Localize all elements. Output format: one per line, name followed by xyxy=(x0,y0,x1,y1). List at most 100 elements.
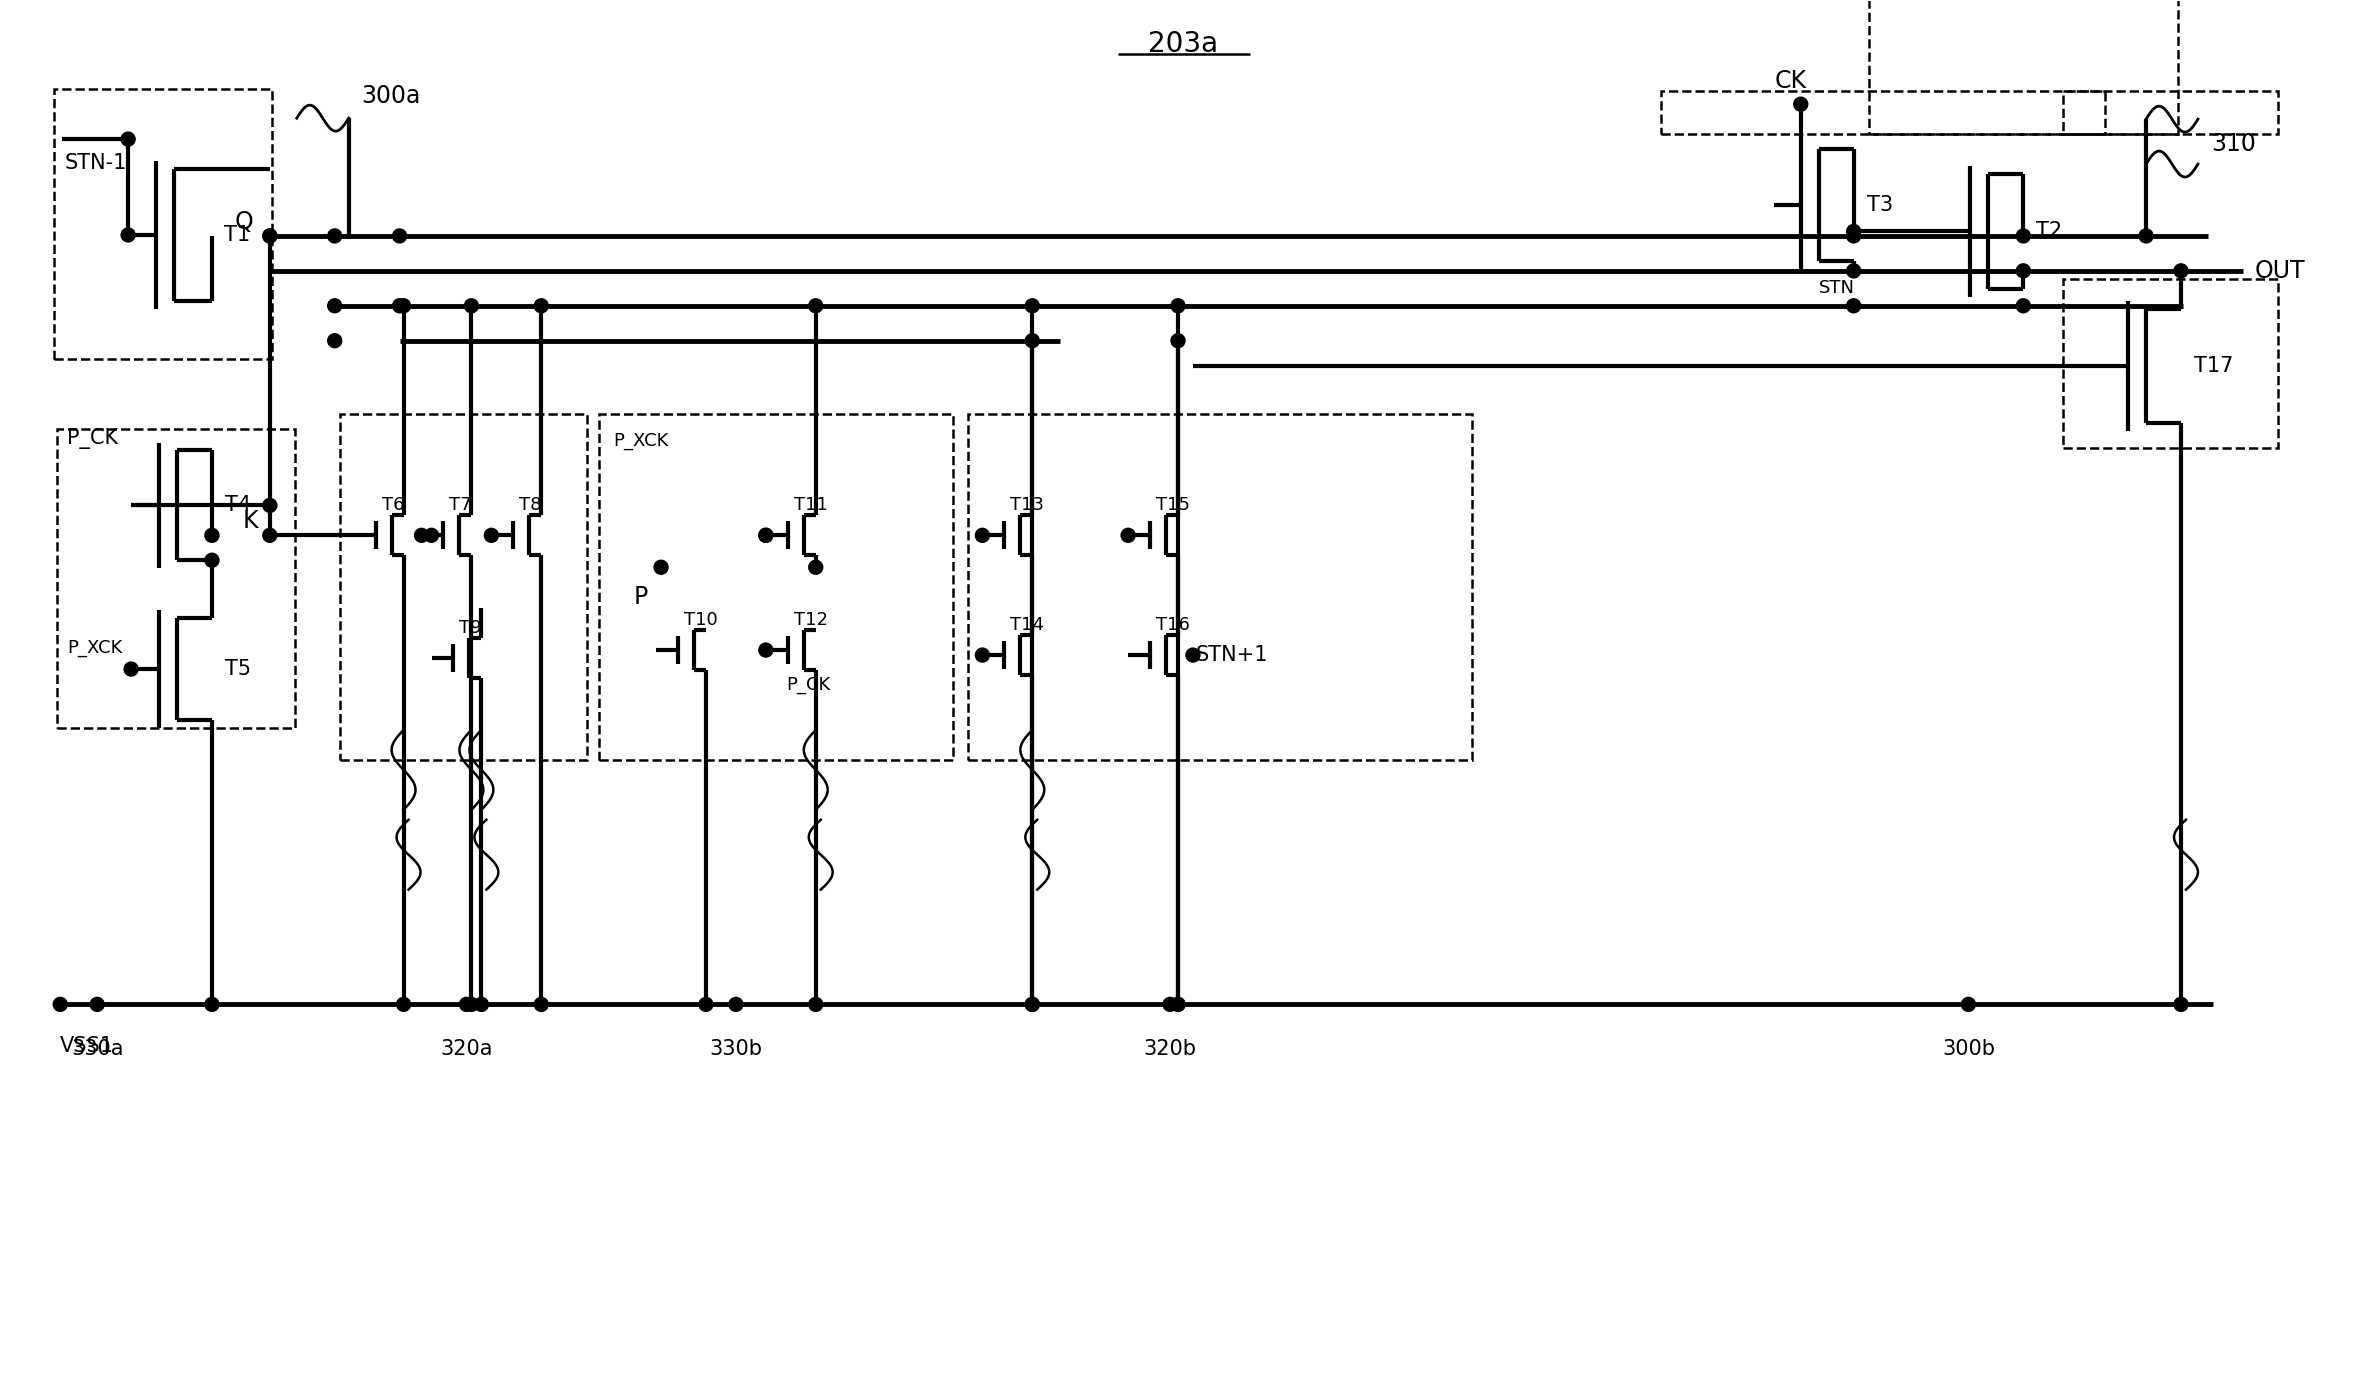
Text: T6: T6 xyxy=(381,496,405,514)
Circle shape xyxy=(121,228,135,242)
Text: T3: T3 xyxy=(1868,195,1894,215)
Text: 300a: 300a xyxy=(362,85,421,108)
Bar xyxy=(2064,279,2277,449)
Circle shape xyxy=(1172,334,1186,348)
Circle shape xyxy=(1172,299,1186,313)
Circle shape xyxy=(2173,264,2187,278)
Circle shape xyxy=(535,299,549,313)
Circle shape xyxy=(54,998,66,1012)
Text: T10: T10 xyxy=(684,612,717,630)
Text: Q: Q xyxy=(234,210,253,234)
Text: T11: T11 xyxy=(793,496,828,514)
Text: T13: T13 xyxy=(1011,496,1044,514)
Text: P_XCK: P_XCK xyxy=(66,639,123,657)
Text: CK: CK xyxy=(1775,70,1806,93)
Text: P: P xyxy=(634,585,649,609)
Circle shape xyxy=(1846,229,1860,243)
Circle shape xyxy=(2017,264,2031,278)
Text: P_CK: P_CK xyxy=(66,428,118,449)
Circle shape xyxy=(2173,998,2187,1012)
Circle shape xyxy=(464,998,478,1012)
Circle shape xyxy=(424,528,438,542)
Circle shape xyxy=(810,299,824,313)
Circle shape xyxy=(464,299,478,313)
Circle shape xyxy=(459,998,473,1012)
Text: VSS1: VSS1 xyxy=(59,1037,114,1056)
Circle shape xyxy=(975,528,989,542)
Bar xyxy=(968,414,1472,760)
Circle shape xyxy=(263,499,277,513)
Text: STN+1: STN+1 xyxy=(1195,645,1269,664)
Circle shape xyxy=(263,528,277,542)
Circle shape xyxy=(1962,998,1976,1012)
Bar xyxy=(54,89,272,359)
Circle shape xyxy=(698,998,712,1012)
Circle shape xyxy=(263,229,277,243)
Text: T4: T4 xyxy=(225,495,251,516)
Bar xyxy=(57,428,296,728)
Circle shape xyxy=(123,662,137,676)
Circle shape xyxy=(206,528,218,542)
Circle shape xyxy=(760,528,772,542)
Text: 330a: 330a xyxy=(71,1040,123,1059)
Circle shape xyxy=(1172,998,1186,1012)
Text: T14: T14 xyxy=(1011,616,1044,634)
Circle shape xyxy=(485,528,499,542)
Circle shape xyxy=(121,132,135,146)
Bar xyxy=(1662,92,2104,133)
Circle shape xyxy=(1025,998,1039,1012)
Circle shape xyxy=(327,229,341,243)
Circle shape xyxy=(1794,97,1808,111)
Circle shape xyxy=(1846,299,1860,313)
Bar xyxy=(599,414,954,760)
Circle shape xyxy=(729,998,743,1012)
Text: 203a: 203a xyxy=(1148,31,1219,58)
Text: T5: T5 xyxy=(225,659,251,680)
Circle shape xyxy=(810,560,824,574)
Text: T16: T16 xyxy=(1155,616,1191,634)
Text: 310: 310 xyxy=(2211,132,2256,156)
Text: P_CK: P_CK xyxy=(786,676,831,694)
Circle shape xyxy=(398,998,409,1012)
Circle shape xyxy=(1846,224,1860,239)
Circle shape xyxy=(1172,998,1186,1012)
Text: T17: T17 xyxy=(2194,356,2234,375)
Circle shape xyxy=(1186,648,1200,662)
Circle shape xyxy=(1122,528,1136,542)
Text: STN-1: STN-1 xyxy=(64,153,125,174)
Circle shape xyxy=(206,553,218,567)
Bar xyxy=(2064,92,2277,133)
Circle shape xyxy=(760,528,772,542)
Text: T9: T9 xyxy=(459,619,483,637)
Circle shape xyxy=(393,299,407,313)
Text: OUT: OUT xyxy=(2256,259,2305,282)
Text: 320a: 320a xyxy=(440,1040,492,1059)
Bar xyxy=(341,414,587,760)
Circle shape xyxy=(653,560,667,574)
Circle shape xyxy=(535,998,549,1012)
Circle shape xyxy=(975,648,989,662)
Text: P_XCK: P_XCK xyxy=(613,431,667,449)
Circle shape xyxy=(327,334,341,348)
Text: T12: T12 xyxy=(793,612,828,630)
Text: T2: T2 xyxy=(2036,221,2062,242)
Text: T7: T7 xyxy=(450,496,471,514)
Text: T8: T8 xyxy=(518,496,542,514)
Circle shape xyxy=(1162,998,1176,1012)
Text: T1: T1 xyxy=(225,225,251,245)
Circle shape xyxy=(810,998,824,1012)
Text: 330b: 330b xyxy=(710,1040,762,1059)
Circle shape xyxy=(1025,334,1039,348)
Circle shape xyxy=(2017,299,2031,313)
Text: 300b: 300b xyxy=(1941,1040,1995,1059)
Bar xyxy=(1868,0,2178,133)
Circle shape xyxy=(393,229,407,243)
Circle shape xyxy=(1025,998,1039,1012)
Circle shape xyxy=(206,998,218,1012)
Circle shape xyxy=(327,299,341,313)
Circle shape xyxy=(398,299,409,313)
Circle shape xyxy=(1846,264,1860,278)
Circle shape xyxy=(2017,229,2031,243)
Text: T15: T15 xyxy=(1155,496,1191,514)
Text: 320b: 320b xyxy=(1143,1040,1198,1059)
